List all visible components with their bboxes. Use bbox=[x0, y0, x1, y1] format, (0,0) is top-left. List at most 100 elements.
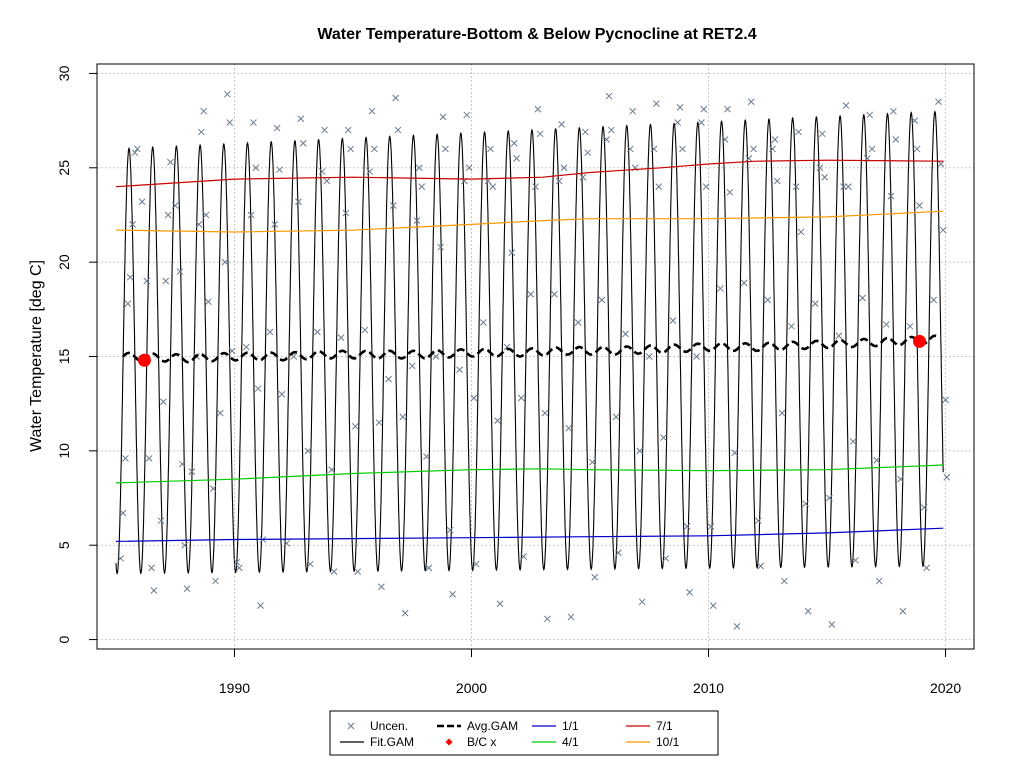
uncensored-point bbox=[394, 126, 402, 134]
uncensored-point bbox=[487, 145, 494, 153]
uncensored-point bbox=[399, 413, 407, 421]
uncensored-point bbox=[472, 560, 480, 568]
uncensored-point bbox=[250, 119, 257, 126]
uncensored-point bbox=[176, 268, 184, 275]
uncensored-point bbox=[797, 228, 805, 236]
uncensored-point bbox=[437, 243, 445, 251]
uncensored-point bbox=[520, 553, 528, 560]
uncensored-point bbox=[840, 183, 847, 191]
uncensored-point bbox=[866, 111, 874, 119]
uncensored-point bbox=[873, 456, 881, 464]
uncensored-point bbox=[626, 145, 634, 153]
uncensored-point bbox=[937, 160, 945, 168]
uncensored-point bbox=[920, 504, 928, 511]
uncensored-point bbox=[247, 211, 255, 219]
uncensored-point bbox=[574, 319, 582, 326]
uncensored-point bbox=[425, 564, 433, 572]
uncensored-point bbox=[653, 100, 660, 107]
uncensored-point bbox=[581, 128, 589, 136]
uncensored-point bbox=[629, 107, 637, 115]
uncensored-point bbox=[321, 126, 328, 134]
uncensored-point bbox=[131, 149, 139, 157]
uncensored-point bbox=[792, 183, 800, 191]
uncensored-point bbox=[408, 362, 416, 370]
uncensored-point bbox=[636, 447, 644, 455]
uncensored-point bbox=[224, 90, 231, 98]
uncensored-point bbox=[366, 168, 373, 175]
uncensored-point bbox=[598, 296, 606, 304]
y-tick-label: 15 bbox=[56, 349, 72, 365]
uncensored-point bbox=[442, 145, 449, 153]
uncensored-point bbox=[565, 424, 573, 432]
uncensored-point bbox=[446, 526, 454, 534]
uncensored-point bbox=[278, 390, 286, 398]
uncensored-point bbox=[370, 145, 378, 153]
uncensored-point bbox=[543, 615, 551, 623]
uncensored-point bbox=[935, 98, 942, 106]
uncensored-point bbox=[328, 466, 336, 474]
uncensored-point bbox=[771, 136, 779, 143]
uncensored-point bbox=[781, 577, 788, 585]
legend-box bbox=[329, 710, 719, 756]
uncensored-point bbox=[181, 541, 189, 549]
uncensored-point bbox=[423, 453, 430, 460]
uncensored-point bbox=[655, 183, 663, 191]
avg-gam-line bbox=[122, 334, 937, 364]
uncensored-point bbox=[615, 549, 622, 557]
uncensored-point bbox=[811, 300, 819, 308]
uncensored-point bbox=[845, 183, 852, 191]
series-line-10-1 bbox=[115, 210, 944, 233]
uncensored-point bbox=[740, 279, 748, 287]
uncensored-point bbox=[216, 409, 224, 417]
uncensored-point bbox=[361, 326, 369, 334]
uncensored-point bbox=[828, 621, 836, 628]
uncensored-point bbox=[534, 105, 542, 113]
uncensored-point bbox=[733, 623, 741, 630]
uncensored-point bbox=[650, 145, 658, 153]
uncensored-point bbox=[939, 226, 947, 234]
uncensored-point bbox=[378, 583, 385, 591]
uncensored-point bbox=[257, 602, 264, 609]
uncensored-point bbox=[242, 343, 250, 351]
uncensored-point bbox=[913, 145, 921, 153]
uncensored-point bbox=[124, 300, 132, 308]
uncensored-point bbox=[183, 585, 191, 592]
uncensored-point bbox=[589, 458, 596, 466]
legend-label: 1/1 bbox=[562, 719, 579, 733]
uncensored-point bbox=[923, 564, 930, 572]
uncensored-point bbox=[416, 164, 423, 172]
x-tick-label: 2000 bbox=[456, 680, 487, 696]
uncensored-point bbox=[297, 115, 305, 123]
uncensored-point bbox=[368, 107, 376, 115]
uncensored-point bbox=[852, 556, 859, 564]
uncensored-point bbox=[513, 155, 520, 162]
x-tick-label: 2020 bbox=[930, 680, 961, 696]
uncensored-point bbox=[145, 455, 153, 462]
chart-title: Water Temperature-Bottom & Below Pycnocl… bbox=[317, 26, 756, 43]
uncensored-point bbox=[892, 136, 900, 143]
uncensored-point bbox=[160, 398, 167, 406]
uncensored-point bbox=[709, 602, 717, 609]
uncensored-point bbox=[385, 375, 392, 383]
uncensored-point bbox=[899, 607, 907, 615]
uncensored-point bbox=[693, 353, 701, 360]
legend-label: Avg.GAM bbox=[467, 719, 518, 733]
uncensored-point bbox=[252, 164, 260, 172]
uncensored-point bbox=[605, 92, 613, 100]
uncensored-point bbox=[717, 285, 724, 292]
bc-point bbox=[137, 353, 151, 367]
uncensored-point bbox=[842, 102, 850, 109]
uncensored-point bbox=[769, 145, 776, 153]
uncensored-point bbox=[347, 145, 354, 153]
uncensored-point bbox=[200, 107, 208, 115]
bc-point bbox=[912, 334, 926, 348]
uncensored-point bbox=[342, 209, 350, 217]
uncensored-point bbox=[496, 600, 504, 608]
fit-gam-line bbox=[115, 110, 944, 575]
uncensored-point bbox=[660, 434, 667, 441]
uncensored-point bbox=[470, 394, 478, 402]
plot-area bbox=[115, 90, 951, 630]
uncensored-point bbox=[662, 555, 670, 562]
y-tick-label: 30 bbox=[56, 65, 72, 81]
series-line-7-1 bbox=[115, 159, 944, 188]
